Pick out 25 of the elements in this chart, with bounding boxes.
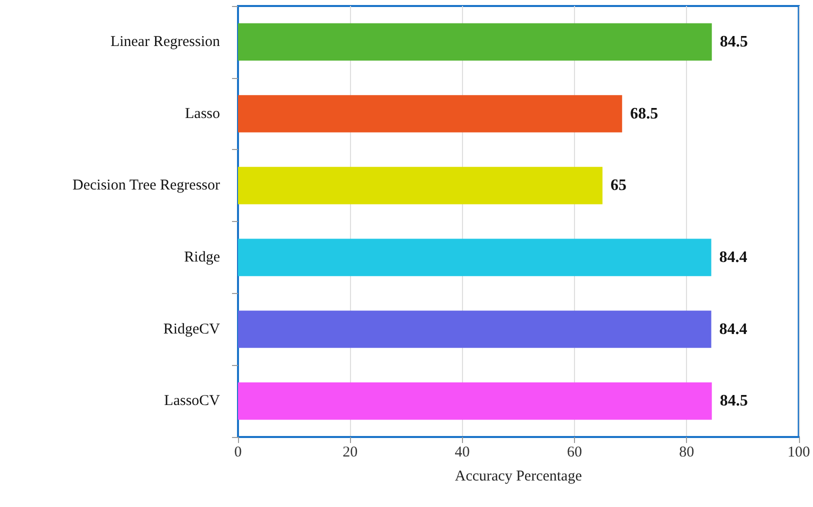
data-label: 84.4 — [719, 320, 748, 338]
bar — [238, 23, 712, 61]
y-tick-label: RidgeCV — [163, 321, 220, 338]
y-tick-label: Ridge — [184, 249, 220, 266]
data-label: 84.4 — [719, 248, 748, 266]
bar — [238, 310, 712, 348]
x-axis-title: Accuracy Percentage — [454, 468, 582, 484]
bar — [238, 238, 712, 276]
x-tick-label: 0 — [234, 444, 242, 460]
y-tick-label: Decision Tree Regressor — [72, 178, 220, 194]
y-tick-label: Lasso — [185, 106, 220, 122]
x-tick-label: 60 — [566, 444, 582, 460]
x-tick-label: 20 — [342, 444, 358, 460]
bar — [238, 95, 622, 132]
data-label: 65 — [610, 177, 626, 194]
x-tick-label: 40 — [454, 444, 470, 460]
y-tick-label: Linear Regression — [110, 34, 220, 50]
data-label: 84.5 — [720, 33, 748, 50]
data-label: 84.5 — [720, 392, 748, 410]
y-tick-label: LassoCV — [164, 393, 220, 410]
bar — [238, 166, 602, 204]
data-label: 68.5 — [630, 105, 658, 122]
x-tick-label: 80 — [679, 444, 694, 460]
x-tick-label: 100 — [788, 444, 810, 460]
bar — [238, 382, 712, 420]
